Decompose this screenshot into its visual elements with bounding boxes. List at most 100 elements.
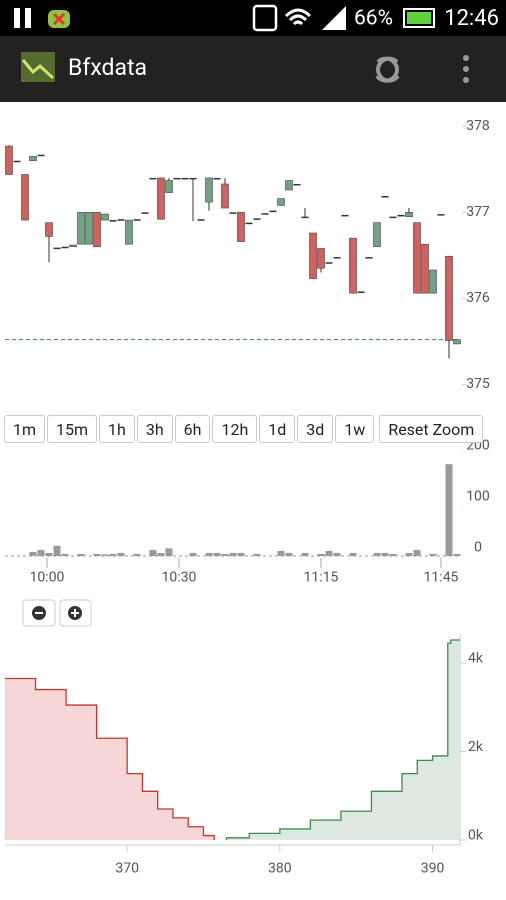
candle-body <box>373 222 381 248</box>
candle-body <box>5 145 13 175</box>
candle-body <box>53 247 61 250</box>
candle-body <box>429 269 437 294</box>
volume-bar <box>213 552 221 556</box>
range-button[interactable]: 1m <box>4 415 46 443</box>
volume-bar <box>349 552 357 556</box>
menu-dot[interactable] <box>463 55 469 61</box>
range-button[interactable]: 1d <box>259 415 296 443</box>
x-tick-label: 370 <box>115 861 139 877</box>
candle-body <box>277 198 285 206</box>
volume-bar <box>29 551 37 556</box>
refresh-button[interactable] <box>375 56 400 83</box>
range-button[interactable]: 3d <box>297 415 334 443</box>
candle-body <box>13 160 21 163</box>
depth-line <box>5 677 215 840</box>
range-button[interactable]: 15m <box>47 415 98 443</box>
x-tick-label: 380 <box>268 861 292 877</box>
menu-dot[interactable] <box>463 77 469 83</box>
y-tick-label: 4k <box>468 651 484 667</box>
volume-bar <box>221 553 229 556</box>
candle-body <box>77 212 85 245</box>
candle-body <box>349 237 357 294</box>
candle-body <box>157 177 165 220</box>
candle-body <box>437 214 445 216</box>
volume-bar <box>53 545 61 556</box>
candle-body <box>445 255 453 341</box>
menu-dot[interactable] <box>463 66 469 72</box>
range-button[interactable]: 1h <box>99 415 135 443</box>
y-tick-label: 375 <box>466 376 490 392</box>
volume-bar <box>453 553 461 556</box>
range-button[interactable]: 6h <box>174 415 211 443</box>
volume-bar <box>237 552 245 556</box>
depth-area <box>226 640 460 840</box>
y-tick-label: 376 <box>466 290 490 306</box>
candle-body <box>421 243 429 294</box>
volume-bar <box>189 552 197 556</box>
candle-body <box>333 257 341 259</box>
candle-body <box>189 177 197 180</box>
candle-body <box>165 180 173 193</box>
volume-bar <box>61 553 69 556</box>
volume-bar <box>37 549 45 556</box>
candle-body <box>109 220 117 222</box>
range-button[interactable]: 1w <box>335 415 375 443</box>
candle-body <box>173 177 181 180</box>
nfc-icon <box>252 4 278 32</box>
candle-body <box>453 339 461 345</box>
volume-bar <box>405 552 413 556</box>
volume-bar <box>325 550 333 556</box>
candle-body <box>197 219 205 221</box>
range-button[interactable]: 3h <box>136 415 173 443</box>
volume-bar <box>285 552 293 556</box>
volume-bar <box>205 552 213 556</box>
candle-body <box>389 216 397 219</box>
pause-icon <box>14 8 20 28</box>
volume-bar <box>429 553 437 556</box>
app-bar <box>0 36 506 102</box>
candle-body <box>29 156 37 162</box>
volume-bar <box>229 552 237 556</box>
candle-body <box>61 246 69 249</box>
candle-body <box>397 214 405 217</box>
candle-body <box>413 222 421 294</box>
candle-body <box>317 248 325 269</box>
volume-bar <box>445 464 453 556</box>
candle-body <box>341 214 349 217</box>
candle-body <box>365 257 373 259</box>
candle-body <box>309 232 317 279</box>
candle-body <box>253 218 261 220</box>
range-buttons: 1m 15m 1h 3h 6h 12h 1d 3d 1w Reset Zoom <box>4 415 484 443</box>
x-tick-label: 390 <box>421 861 445 877</box>
x-tick-label: 11:15 <box>304 570 339 586</box>
volume-bar <box>277 550 285 556</box>
candle-body <box>85 212 93 245</box>
volume-bar <box>101 554 109 556</box>
candle-body <box>101 213 109 221</box>
candle-body <box>293 183 301 186</box>
volume-bar <box>157 552 165 556</box>
candle-body <box>221 183 229 209</box>
volume-bar <box>413 549 421 556</box>
depth-area <box>5 678 215 840</box>
candle-body <box>325 262 333 264</box>
candle-body <box>125 219 133 245</box>
range-button[interactable]: Reset Zoom <box>379 415 484 443</box>
candle-body <box>285 180 293 191</box>
volume-bar <box>109 553 117 556</box>
volume-bar <box>333 552 341 556</box>
battery-percent: 66% <box>354 7 393 31</box>
volume-bar <box>301 552 309 556</box>
x-tick-label: 10:30 <box>162 570 197 586</box>
depth-line <box>225 639 460 840</box>
volume-bar <box>77 553 85 556</box>
x-tick-label: 10:00 <box>30 570 65 586</box>
app-title: Bfxdata <box>68 54 147 81</box>
volume-bar <box>133 553 141 556</box>
volume-bar <box>117 552 125 556</box>
range-button[interactable]: 12h <box>212 415 258 443</box>
candle-body <box>229 212 237 214</box>
candle-body <box>149 177 157 180</box>
wifi-icon <box>284 8 312 26</box>
